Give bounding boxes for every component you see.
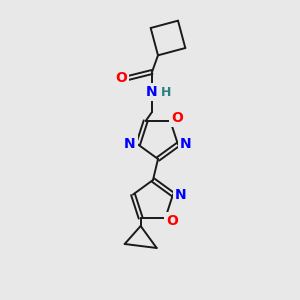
Text: H: H	[161, 85, 171, 98]
Text: O: O	[171, 111, 183, 125]
Text: N: N	[175, 188, 187, 202]
Text: O: O	[115, 71, 127, 85]
Text: N: N	[124, 137, 136, 152]
Text: N: N	[146, 85, 158, 99]
Text: O: O	[167, 214, 178, 228]
Text: N: N	[180, 137, 192, 152]
